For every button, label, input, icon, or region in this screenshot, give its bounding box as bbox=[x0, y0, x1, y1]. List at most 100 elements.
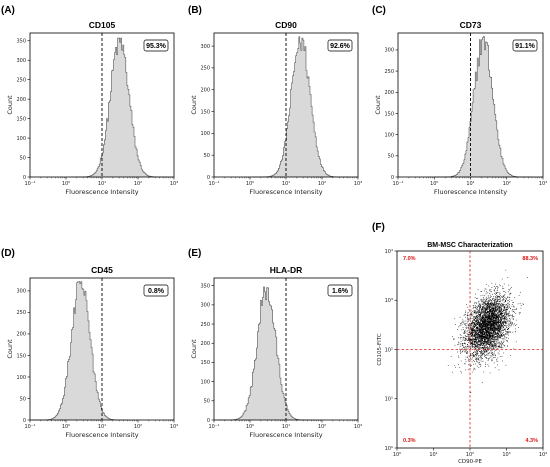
scatter-point bbox=[498, 325, 500, 327]
scatter-point bbox=[481, 336, 483, 337]
scatter-point bbox=[490, 300, 492, 301]
scatter-point bbox=[502, 326, 504, 327]
scatter-point bbox=[492, 354, 494, 355]
scatter-point bbox=[486, 338, 487, 339]
scatter-point bbox=[486, 340, 488, 342]
scatter-point bbox=[488, 325, 490, 326]
scatter-point bbox=[481, 332, 483, 334]
scatter-point bbox=[488, 320, 490, 322]
y-axis-label: Count bbox=[190, 339, 198, 359]
scatter-point bbox=[513, 305, 514, 307]
scatter-point bbox=[495, 345, 496, 347]
scatter-point bbox=[497, 337, 499, 339]
scatter-point bbox=[476, 329, 477, 331]
scatter-point bbox=[487, 326, 489, 327]
scatter-point bbox=[475, 308, 477, 309]
scatter-point bbox=[483, 371, 485, 373]
scatter-point bbox=[473, 343, 474, 345]
scatter-point bbox=[484, 343, 485, 344]
scatter-point bbox=[481, 324, 483, 326]
scatter-point bbox=[488, 348, 490, 350]
scatter-point bbox=[468, 338, 470, 339]
x-tick-label: 10³ bbox=[170, 424, 178, 430]
scatter-point bbox=[469, 353, 471, 354]
scatter-point bbox=[499, 309, 500, 310]
scatter-point bbox=[478, 324, 480, 326]
percent-label: 95.3% bbox=[146, 43, 167, 50]
scatter-point bbox=[474, 339, 476, 341]
scatter-point bbox=[483, 317, 484, 318]
scatter-point bbox=[476, 350, 478, 352]
scatter-point bbox=[463, 321, 465, 323]
scatter-point bbox=[506, 322, 507, 324]
scatter-point bbox=[496, 360, 497, 362]
scatter-point bbox=[501, 310, 503, 312]
scatter-point bbox=[492, 294, 493, 295]
scatter-point bbox=[489, 339, 490, 341]
scatter-point bbox=[485, 340, 487, 342]
scatter-point bbox=[506, 309, 507, 310]
scatter-point bbox=[480, 343, 482, 344]
scatter-point bbox=[493, 352, 495, 354]
scatter-point bbox=[476, 344, 478, 346]
scatter-point bbox=[491, 323, 492, 325]
scatter-point bbox=[482, 338, 484, 340]
scatter-point bbox=[503, 342, 504, 343]
scatter-point bbox=[490, 302, 491, 304]
scatter-point bbox=[475, 345, 477, 347]
scatter-point bbox=[492, 324, 494, 325]
scatter-point bbox=[498, 350, 500, 352]
scatter-point bbox=[489, 317, 491, 319]
scatter-point bbox=[484, 341, 486, 343]
scatter-point bbox=[489, 357, 490, 359]
scatter-point bbox=[507, 315, 509, 316]
scatter-point bbox=[490, 315, 491, 317]
scatter-point bbox=[492, 352, 493, 353]
scatter-point bbox=[495, 345, 497, 347]
scatter-point bbox=[486, 321, 487, 322]
scatter-point bbox=[470, 327, 472, 328]
scatter-point bbox=[487, 329, 489, 330]
scatter-point bbox=[482, 322, 483, 324]
scatter-point bbox=[479, 322, 481, 323]
scatter-point bbox=[474, 316, 476, 318]
scatter-point bbox=[477, 331, 478, 332]
scatter-point bbox=[507, 313, 508, 314]
scatter-point bbox=[489, 346, 491, 347]
scatter-point bbox=[476, 353, 478, 354]
percent-label: 1.6% bbox=[332, 288, 349, 295]
scatter-point bbox=[479, 331, 481, 333]
scatter-point bbox=[508, 331, 510, 332]
scatter-point bbox=[502, 315, 504, 317]
scatter-point bbox=[508, 305, 510, 307]
scatter-point bbox=[488, 318, 490, 319]
scatter-point bbox=[485, 310, 487, 312]
scatter-point bbox=[496, 320, 497, 321]
scatter-point bbox=[480, 338, 482, 339]
scatter-point bbox=[499, 310, 501, 312]
scatter-point bbox=[483, 325, 485, 327]
scatter-point bbox=[478, 346, 480, 347]
scatter-point bbox=[485, 313, 486, 314]
scatter-point bbox=[484, 346, 486, 348]
scatter-point bbox=[493, 313, 495, 315]
scatter-point bbox=[464, 324, 466, 325]
scatter-point bbox=[487, 334, 489, 336]
scatter-point bbox=[495, 297, 497, 298]
scatter-point bbox=[512, 331, 514, 333]
scatter-point bbox=[472, 346, 473, 348]
scatter-point bbox=[496, 303, 497, 304]
scatter-point bbox=[478, 347, 480, 348]
scatter-point bbox=[460, 324, 462, 326]
scatter-point bbox=[504, 329, 506, 331]
scatter-point bbox=[480, 330, 481, 332]
scatter-point bbox=[471, 329, 472, 331]
scatter-point bbox=[485, 311, 486, 312]
scatter-point bbox=[481, 322, 483, 324]
scatter-point bbox=[500, 343, 501, 344]
scatter-point bbox=[497, 299, 498, 300]
scatter-point bbox=[485, 323, 487, 324]
scatter-point bbox=[493, 317, 495, 319]
scatter-point bbox=[503, 337, 505, 339]
scatter-point bbox=[496, 348, 498, 349]
